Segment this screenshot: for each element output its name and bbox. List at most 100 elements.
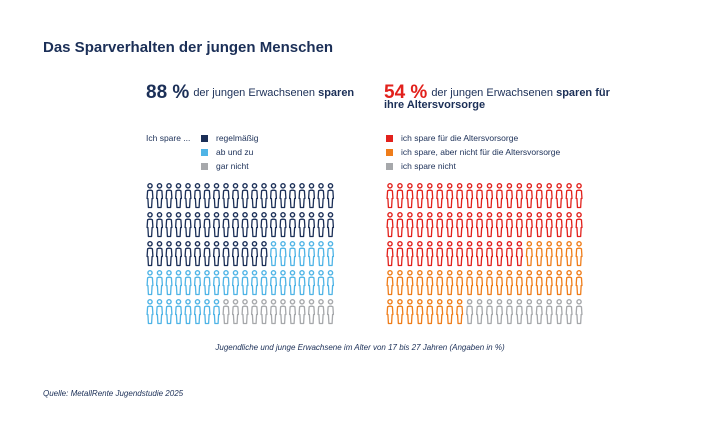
person-icon <box>250 299 259 325</box>
person-icon <box>269 183 278 209</box>
person-icon <box>288 241 297 267</box>
person-icon <box>288 299 297 325</box>
person-icon <box>396 299 404 325</box>
person-icon <box>231 299 240 325</box>
person-icon <box>326 299 335 325</box>
person-icon <box>456 183 464 209</box>
person-icon <box>406 241 414 267</box>
person-icon <box>416 299 424 325</box>
person-icon <box>485 183 494 209</box>
person-icon <box>476 241 484 267</box>
person-icon <box>386 183 394 209</box>
person-icon <box>307 212 316 238</box>
legend-swatch <box>386 148 393 156</box>
person-icon <box>298 299 306 325</box>
person-icon <box>269 241 278 267</box>
right-headline: 54 % der jungen Erwachsenen sparen für ih… <box>384 83 624 111</box>
person-icon <box>212 241 221 267</box>
person-icon <box>565 241 573 267</box>
person-icon <box>193 299 202 325</box>
person-icon <box>279 299 287 325</box>
person-icon <box>555 212 563 238</box>
person-icon <box>515 241 523 267</box>
person-icon <box>212 212 221 238</box>
person-icon <box>396 241 404 267</box>
person-icon <box>269 212 278 238</box>
person-icon <box>456 212 464 238</box>
person-icon <box>298 183 306 209</box>
person-icon <box>203 270 211 296</box>
legend-label: regelmäßig <box>216 133 259 143</box>
person-icon <box>212 270 221 296</box>
person-icon <box>146 270 154 296</box>
person-icon <box>146 241 154 267</box>
person-icon <box>203 241 211 267</box>
person-icon <box>545 270 553 296</box>
person-icon <box>416 183 424 209</box>
person-icon <box>231 183 240 209</box>
person-icon <box>436 270 444 296</box>
legend-swatch <box>386 162 393 170</box>
legend-label: gar nicht <box>216 161 249 171</box>
person-icon <box>386 270 394 296</box>
person-icon <box>193 241 202 267</box>
left-legend-item: gar nicht <box>201 161 249 171</box>
legend-swatch <box>201 134 208 142</box>
person-icon <box>495 241 503 267</box>
person-icon <box>326 270 335 296</box>
person-icon <box>326 183 335 209</box>
person-icon <box>426 241 434 267</box>
person-icon <box>155 212 164 238</box>
person-icon <box>525 270 533 296</box>
person-icon <box>555 299 563 325</box>
left-headline-bold: sparen <box>318 87 355 99</box>
person-icon <box>406 299 414 325</box>
chart-caption: Jugendliche und junge Erwachsene im Alte… <box>215 343 505 352</box>
legend-label: ab und zu <box>216 147 254 157</box>
person-icon <box>165 183 173 209</box>
right-legend-item: ich spare nicht <box>386 161 456 171</box>
person-icon <box>155 241 164 267</box>
person-icon <box>193 212 202 238</box>
person-icon <box>416 270 424 296</box>
person-icon <box>476 270 484 296</box>
legend-label: ich spare, aber nicht für die Altersvors… <box>401 147 561 157</box>
person-icon <box>184 299 192 325</box>
person-icon <box>485 212 494 238</box>
person-icon <box>436 212 444 238</box>
person-icon <box>165 270 173 296</box>
person-icon <box>250 270 259 296</box>
person-icon <box>326 241 335 267</box>
right-headline-bold: sparen für ihre Altersvorsorge <box>384 87 610 111</box>
person-icon <box>436 241 444 267</box>
person-icon <box>222 299 230 325</box>
person-icon <box>485 241 494 267</box>
person-icon <box>269 299 278 325</box>
person-icon <box>307 183 316 209</box>
person-icon <box>260 270 268 296</box>
person-icon <box>212 183 221 209</box>
person-icon <box>476 212 484 238</box>
person-icon <box>446 183 454 209</box>
person-icon <box>466 241 474 267</box>
person-icon <box>545 299 553 325</box>
person-icon <box>212 299 221 325</box>
person-icon <box>565 270 573 296</box>
person-icon <box>426 299 434 325</box>
person-icon <box>241 212 249 238</box>
person-icon <box>505 183 513 209</box>
person-icon <box>386 241 394 267</box>
person-icon <box>307 299 316 325</box>
person-icon <box>203 183 211 209</box>
person-icon <box>165 299 173 325</box>
person-icon <box>575 270 583 296</box>
person-icon <box>146 299 154 325</box>
person-icon <box>241 299 249 325</box>
person-icon <box>184 270 192 296</box>
person-icon <box>222 212 230 238</box>
person-icon <box>535 183 543 209</box>
person-icon <box>174 270 183 296</box>
person-icon <box>485 299 494 325</box>
person-icon <box>241 183 249 209</box>
person-icon <box>396 212 404 238</box>
